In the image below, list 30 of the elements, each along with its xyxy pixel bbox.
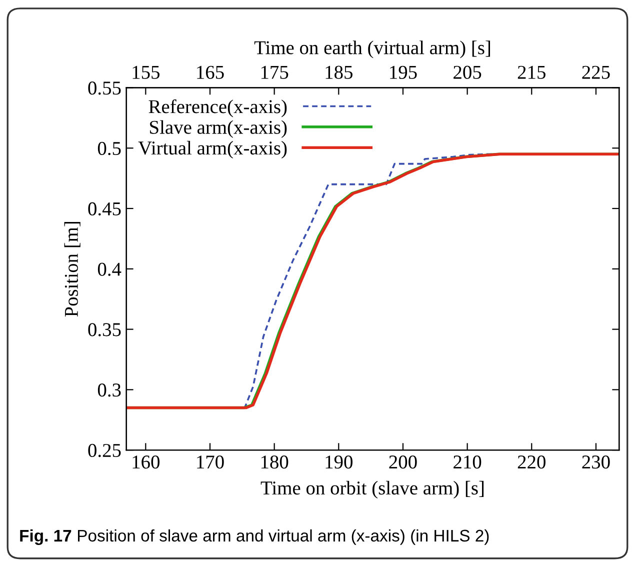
x2-tick-label: 165 <box>197 66 224 79</box>
y-tick-label: 0.5 <box>98 142 121 156</box>
x2-tick-label: 155 <box>132 66 160 79</box>
y-tick-label: 0.55 <box>88 82 121 95</box>
y-tick-label: 0.45 <box>88 202 121 216</box>
x2-tick-label: 205 <box>454 66 482 79</box>
x2-tick-label: 225 <box>582 66 610 79</box>
x-tick-label: 200 <box>389 455 417 469</box>
x-tick-label: 160 <box>132 455 160 469</box>
x2-tick-label: 215 <box>518 66 546 79</box>
y-tick-label: 0.25 <box>88 444 121 458</box>
y-tick-label: 0.3 <box>98 383 121 397</box>
legend-label: Reference(x-axis) <box>148 99 287 118</box>
x-axis-title: Time on orbit (slave arm) [s] <box>260 480 484 499</box>
caption: Fig. 17 Position of slave arm and virtual arm (x-axis) (in HILS 2) <box>20 529 489 545</box>
y-axis-title: Position [m] <box>64 222 80 317</box>
x2-axis-title: Time on earth (virtual arm) [s] <box>254 40 490 58</box>
x-tick-label: 170 <box>197 455 224 469</box>
x-tick-label: 190 <box>326 455 352 469</box>
x2-tick-label: 195 <box>390 66 417 79</box>
x2-tick-label: 175 <box>261 66 288 79</box>
x-tick-label: 230 <box>582 455 610 469</box>
y-tick-label: 0.35 <box>88 323 121 336</box>
legend-label: Slave arm(x-axis) <box>150 120 287 138</box>
legend-label: Virtual arm(x-axis) <box>138 140 287 159</box>
x-tick-label: 180 <box>261 455 288 469</box>
x-tick-label: 220 <box>518 455 546 469</box>
y-tick-label: 0.4 <box>98 262 122 276</box>
x-tick-label: 210 <box>454 455 482 469</box>
x2-tick-label: 185 <box>326 66 352 79</box>
